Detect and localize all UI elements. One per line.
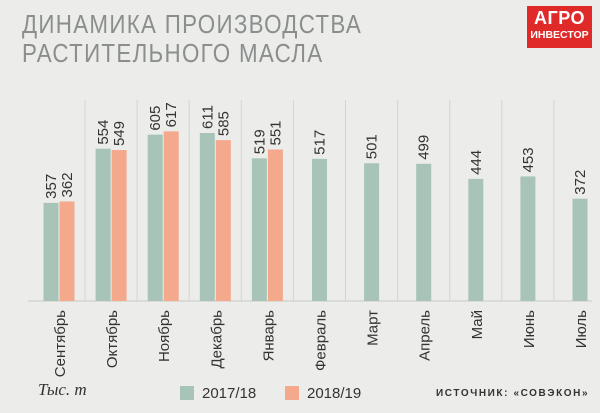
bar-2017-18	[364, 163, 380, 301]
chart-title-line-2: РАСТИТЕЛЬНОГО МАСЛА	[22, 38, 324, 68]
logo-line-2: ИНВЕСТОР	[530, 29, 589, 41]
data-label-2018-19: 362	[59, 172, 76, 197]
bar-2017-18	[312, 158, 327, 301]
bar-2018-19	[215, 140, 231, 301]
bar-2017-18	[95, 148, 111, 301]
chart-title: ДИНАМИКА ПРОИЗВОДСТВА РАСТИТЕЛЬНОГО МАСЛ…	[22, 10, 362, 68]
source-note: ИСТОЧНИК: «СОВЭКОН»	[436, 388, 590, 399]
bar-2017-18	[147, 134, 163, 301]
x-tick-label: Февраль	[313, 310, 330, 371]
legend-label-2018-19: 2018/19	[307, 384, 362, 402]
data-label-2017-18: 444	[468, 150, 485, 175]
x-tick-label: Март	[365, 310, 382, 346]
data-label-2017-18: 517	[312, 130, 329, 155]
x-tick-label: Январь	[260, 310, 277, 362]
x-tick-label: Июль	[573, 310, 590, 348]
bar-2017-18	[468, 178, 484, 301]
data-label-2017-18: 499	[416, 135, 433, 160]
data-label-2017-18: 501	[364, 134, 381, 159]
data-label-2017-18: 611	[199, 105, 216, 129]
legend-label-2017-18: 2017/18	[202, 384, 257, 402]
data-label-2017-18: 372	[572, 170, 589, 195]
unit-label: Тыс. т	[38, 380, 87, 399]
x-tick-label: Май	[469, 310, 486, 339]
bar-2017-18	[43, 202, 59, 301]
x-tick-label: Октябрь	[104, 310, 121, 368]
bar-2017-18	[416, 163, 432, 301]
data-label-2017-18: 519	[251, 129, 268, 154]
bar-2018-19	[111, 150, 127, 301]
legend-swatch-2018-19	[285, 386, 299, 400]
bar-2018-19	[267, 149, 283, 301]
data-label-2018-19: 617	[163, 102, 180, 127]
chart-title-line-1: ДИНАМИКА ПРОИЗВОДСТВА	[22, 9, 363, 39]
data-label-2017-18: 357	[43, 174, 60, 199]
data-label-2017-18: 453	[520, 147, 537, 172]
legend-swatch-2017-18	[180, 386, 194, 400]
data-label-2018-19: 551	[267, 120, 284, 145]
logo-line-1: АГРО	[534, 8, 585, 28]
data-label-2018-19: 549	[111, 121, 128, 146]
bar-2017-18	[572, 198, 588, 301]
legend-item-2018-19: 2018/19	[285, 384, 362, 402]
x-tick-label: Июнь	[521, 310, 538, 348]
x-tick-label: Декабрь	[208, 310, 225, 369]
x-tick-label: Сентябрь	[52, 310, 69, 377]
data-label-2017-18: 554	[95, 120, 112, 145]
x-tick-label: Апрель	[417, 310, 434, 361]
data-label-2017-18: 605	[147, 106, 164, 131]
legend-item-2017-18: 2017/18	[180, 384, 257, 402]
bar-2017-18	[199, 133, 215, 301]
x-tick-label: Ноябрь	[156, 310, 173, 362]
bar-2018-19	[163, 131, 179, 301]
bar-2017-18	[520, 176, 536, 301]
bar-2018-19	[59, 201, 75, 301]
data-label-2018-19: 585	[215, 111, 232, 136]
agroinvestor-logo: АГРО ИНВЕСТОР	[527, 6, 592, 48]
bar-2017-18	[251, 158, 267, 301]
